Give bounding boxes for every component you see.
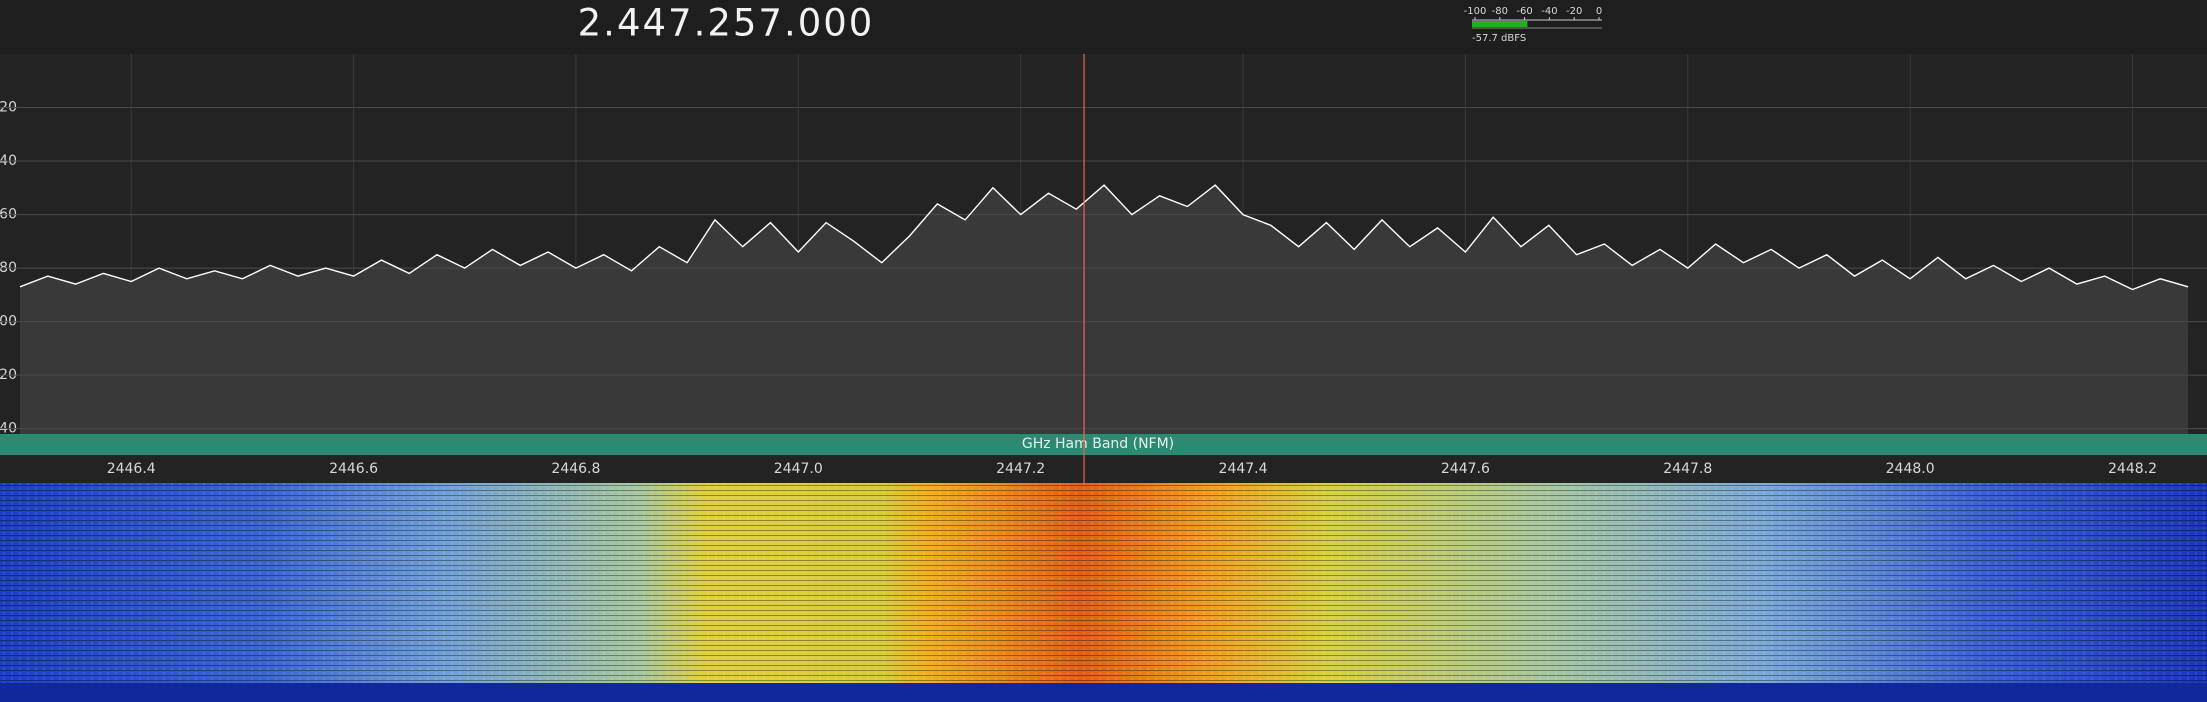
x-tick-label: 2446.4 (107, 461, 156, 477)
x-tick-label: 2447.6 (1441, 461, 1490, 477)
meter-tick-label: -40 (1541, 6, 1557, 17)
band-label: GHz Ham Band (NFM) (1022, 436, 1174, 452)
spectrum-fill (20, 185, 2189, 434)
x-axis: 2446.4 2446.6 2446.8 2447.0 2447.2 2447.4 2447… (107, 461, 2157, 477)
x-tick-label: 2448.0 (1886, 461, 1935, 477)
spectrum-line (19, 184, 2189, 291)
top-bar (0, 0, 2207, 54)
meter-value: -57.7 dBFS (1472, 33, 1526, 44)
x-tick-label: 2446.6 (329, 461, 378, 477)
spectrum-plot: -20-40-60-80-100-120-140 (0, 54, 2207, 437)
meter-tick-label: -80 (1492, 6, 1508, 17)
frequency-scale (0, 455, 2207, 483)
x-tick-label: 2447.0 (774, 461, 823, 477)
x-tick-label: 2446.8 (551, 461, 600, 477)
meter-bar (1472, 21, 1528, 27)
meter-tick-label: -60 (1516, 6, 1532, 17)
waterfall-texture (0, 483, 2207, 683)
meter-tick-label: -100 (1464, 6, 1487, 17)
x-tick-label: 2447.8 (1663, 461, 1712, 477)
meter-tick-label: -20 (1566, 6, 1582, 17)
waterfall-bottom (0, 683, 2207, 702)
level-meter: -100 -80 -60 -40 -20 0 -57.7 dBFS (1464, 6, 1603, 44)
band-bar[interactable] (0, 434, 2207, 455)
frequency-display[interactable]: 2.447.257.000 (578, 2, 875, 45)
x-tick-label: 2448.2 (2108, 461, 2157, 477)
x-tick-label: 2447.4 (1219, 461, 1268, 477)
x-tick-label: 2447.2 (996, 461, 1045, 477)
meter-tick-label: 0 (1596, 6, 1602, 17)
